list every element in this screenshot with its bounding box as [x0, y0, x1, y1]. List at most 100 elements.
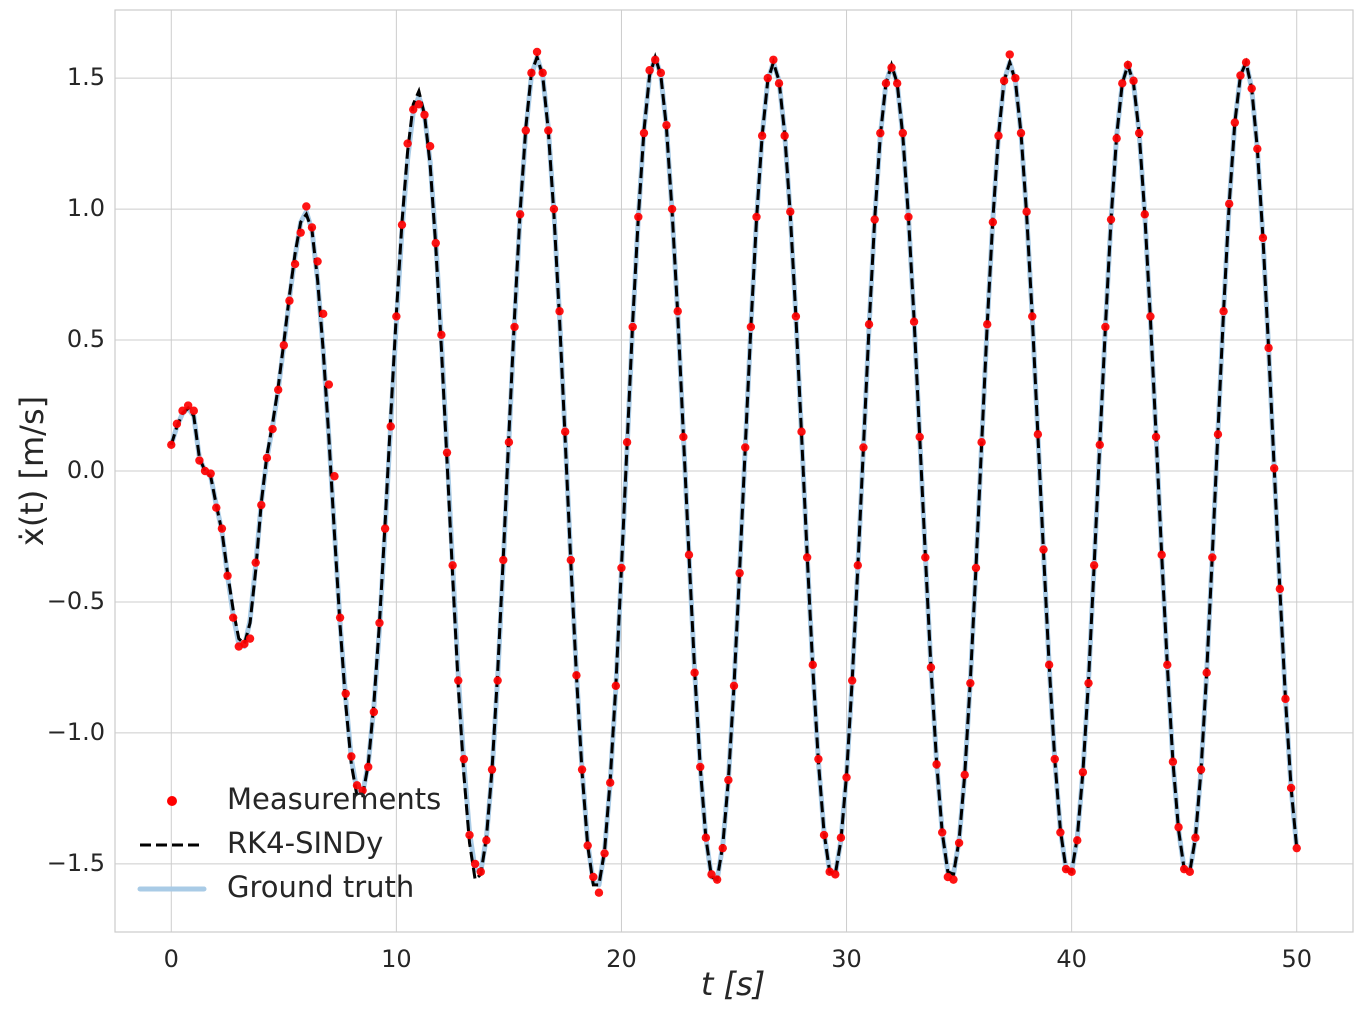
measurement-point	[634, 212, 643, 222]
measurement-point	[600, 849, 609, 858]
measurement-point	[1067, 867, 1076, 876]
measurement-point	[589, 872, 598, 882]
measurement-point	[870, 215, 879, 224]
measurement-point	[690, 668, 699, 677]
measurement-point	[1202, 668, 1211, 677]
measurement-point	[352, 781, 362, 790]
measurement-point	[960, 770, 969, 780]
y-tick-label: 1.0	[67, 194, 105, 222]
measurement-point	[741, 443, 750, 452]
x-tick-label: 50	[1281, 945, 1312, 973]
measurement-point	[774, 79, 784, 88]
measurement-point	[628, 322, 637, 332]
measurement-point	[932, 760, 941, 769]
measurement-point	[853, 561, 862, 570]
measurement-point	[977, 437, 986, 447]
measurement-point	[532, 47, 542, 57]
measurement-point	[397, 220, 407, 229]
measurement-point	[1129, 76, 1138, 85]
y-tick-label: 0.5	[67, 325, 105, 353]
measurement-point	[876, 128, 885, 138]
y-axis-label: ẋ(t) [m/s]	[13, 396, 51, 546]
measurement-point	[470, 859, 480, 869]
measurement-point	[262, 453, 272, 463]
measurement-point	[1163, 660, 1172, 670]
measurement-point	[999, 76, 1009, 85]
measurement-point	[617, 563, 626, 573]
measurement-point	[1118, 79, 1127, 88]
measurement-point	[1140, 210, 1149, 219]
measurement-point	[684, 550, 694, 560]
measurement-point	[971, 563, 981, 573]
measurement-point	[1275, 584, 1285, 594]
measurement-point	[639, 128, 649, 138]
measurement-point	[1011, 73, 1020, 83]
measurement-point	[167, 440, 176, 450]
measurement-point	[594, 888, 604, 897]
measurement-point	[572, 671, 581, 680]
measurement-point	[290, 259, 300, 269]
measurement-point	[864, 320, 874, 329]
measurement-point	[673, 307, 682, 316]
measurement-point	[701, 833, 711, 842]
measurement-point	[1292, 843, 1301, 853]
measurement-point	[1208, 553, 1217, 562]
measurement-point	[831, 870, 840, 879]
measurement-point	[425, 142, 435, 151]
x-tick-label: 20	[606, 945, 637, 973]
measurement-point	[217, 524, 227, 533]
measurement-point	[1123, 60, 1133, 70]
measurement-point	[757, 131, 767, 140]
measurement-point	[549, 204, 559, 214]
measurement-point	[183, 401, 193, 410]
measurement-point	[1039, 545, 1048, 554]
measurement-point	[499, 555, 508, 565]
legend-marker	[167, 796, 177, 806]
measurement-point	[802, 553, 812, 562]
measurement-point	[330, 472, 339, 481]
measurement-point	[420, 110, 429, 119]
measurement-point	[487, 765, 497, 774]
measurement-point	[510, 322, 519, 332]
plot-frame	[114, 9, 1354, 933]
measurement-point	[437, 330, 446, 339]
measurement-point	[1236, 71, 1245, 80]
measurement-point	[1185, 867, 1195, 876]
x-tick-label: 0	[164, 945, 179, 973]
measurement-point	[583, 841, 592, 850]
measurement-point	[273, 385, 283, 395]
measurement-point	[1101, 322, 1110, 332]
measurement-point	[1028, 312, 1037, 321]
measurement-point	[465, 830, 474, 840]
measurement-point	[431, 238, 440, 248]
measurement-point	[662, 121, 671, 130]
measurement-point	[1196, 765, 1206, 774]
measurement-point	[988, 217, 998, 227]
measurement-point	[245, 634, 255, 643]
measurement-point	[1174, 823, 1183, 832]
measurement-point	[476, 867, 485, 876]
measurement-point	[1044, 660, 1054, 670]
measurement-point	[718, 843, 727, 853]
measurement-point	[966, 678, 975, 688]
y-tick-label: −1.0	[47, 718, 105, 746]
measurement-point	[808, 660, 817, 670]
measurement-point	[712, 875, 722, 884]
measurement-point	[1219, 307, 1228, 316]
measurement-point	[1033, 430, 1043, 439]
measurement-point	[364, 762, 373, 772]
measurement-point	[403, 139, 412, 148]
measurement-point	[1191, 833, 1200, 842]
measurement-point	[1056, 828, 1065, 837]
measurement-point	[735, 568, 744, 578]
measurement-point	[1022, 207, 1031, 216]
measurement-point	[859, 443, 868, 452]
measurement-point	[527, 68, 536, 78]
measurement-point	[335, 613, 345, 622]
measurement-point	[949, 875, 958, 884]
measurement-point	[1151, 432, 1161, 442]
measurement-point	[515, 210, 525, 219]
measurement-point	[938, 828, 947, 837]
measurement-point	[983, 320, 992, 329]
measurement-point	[577, 765, 587, 774]
